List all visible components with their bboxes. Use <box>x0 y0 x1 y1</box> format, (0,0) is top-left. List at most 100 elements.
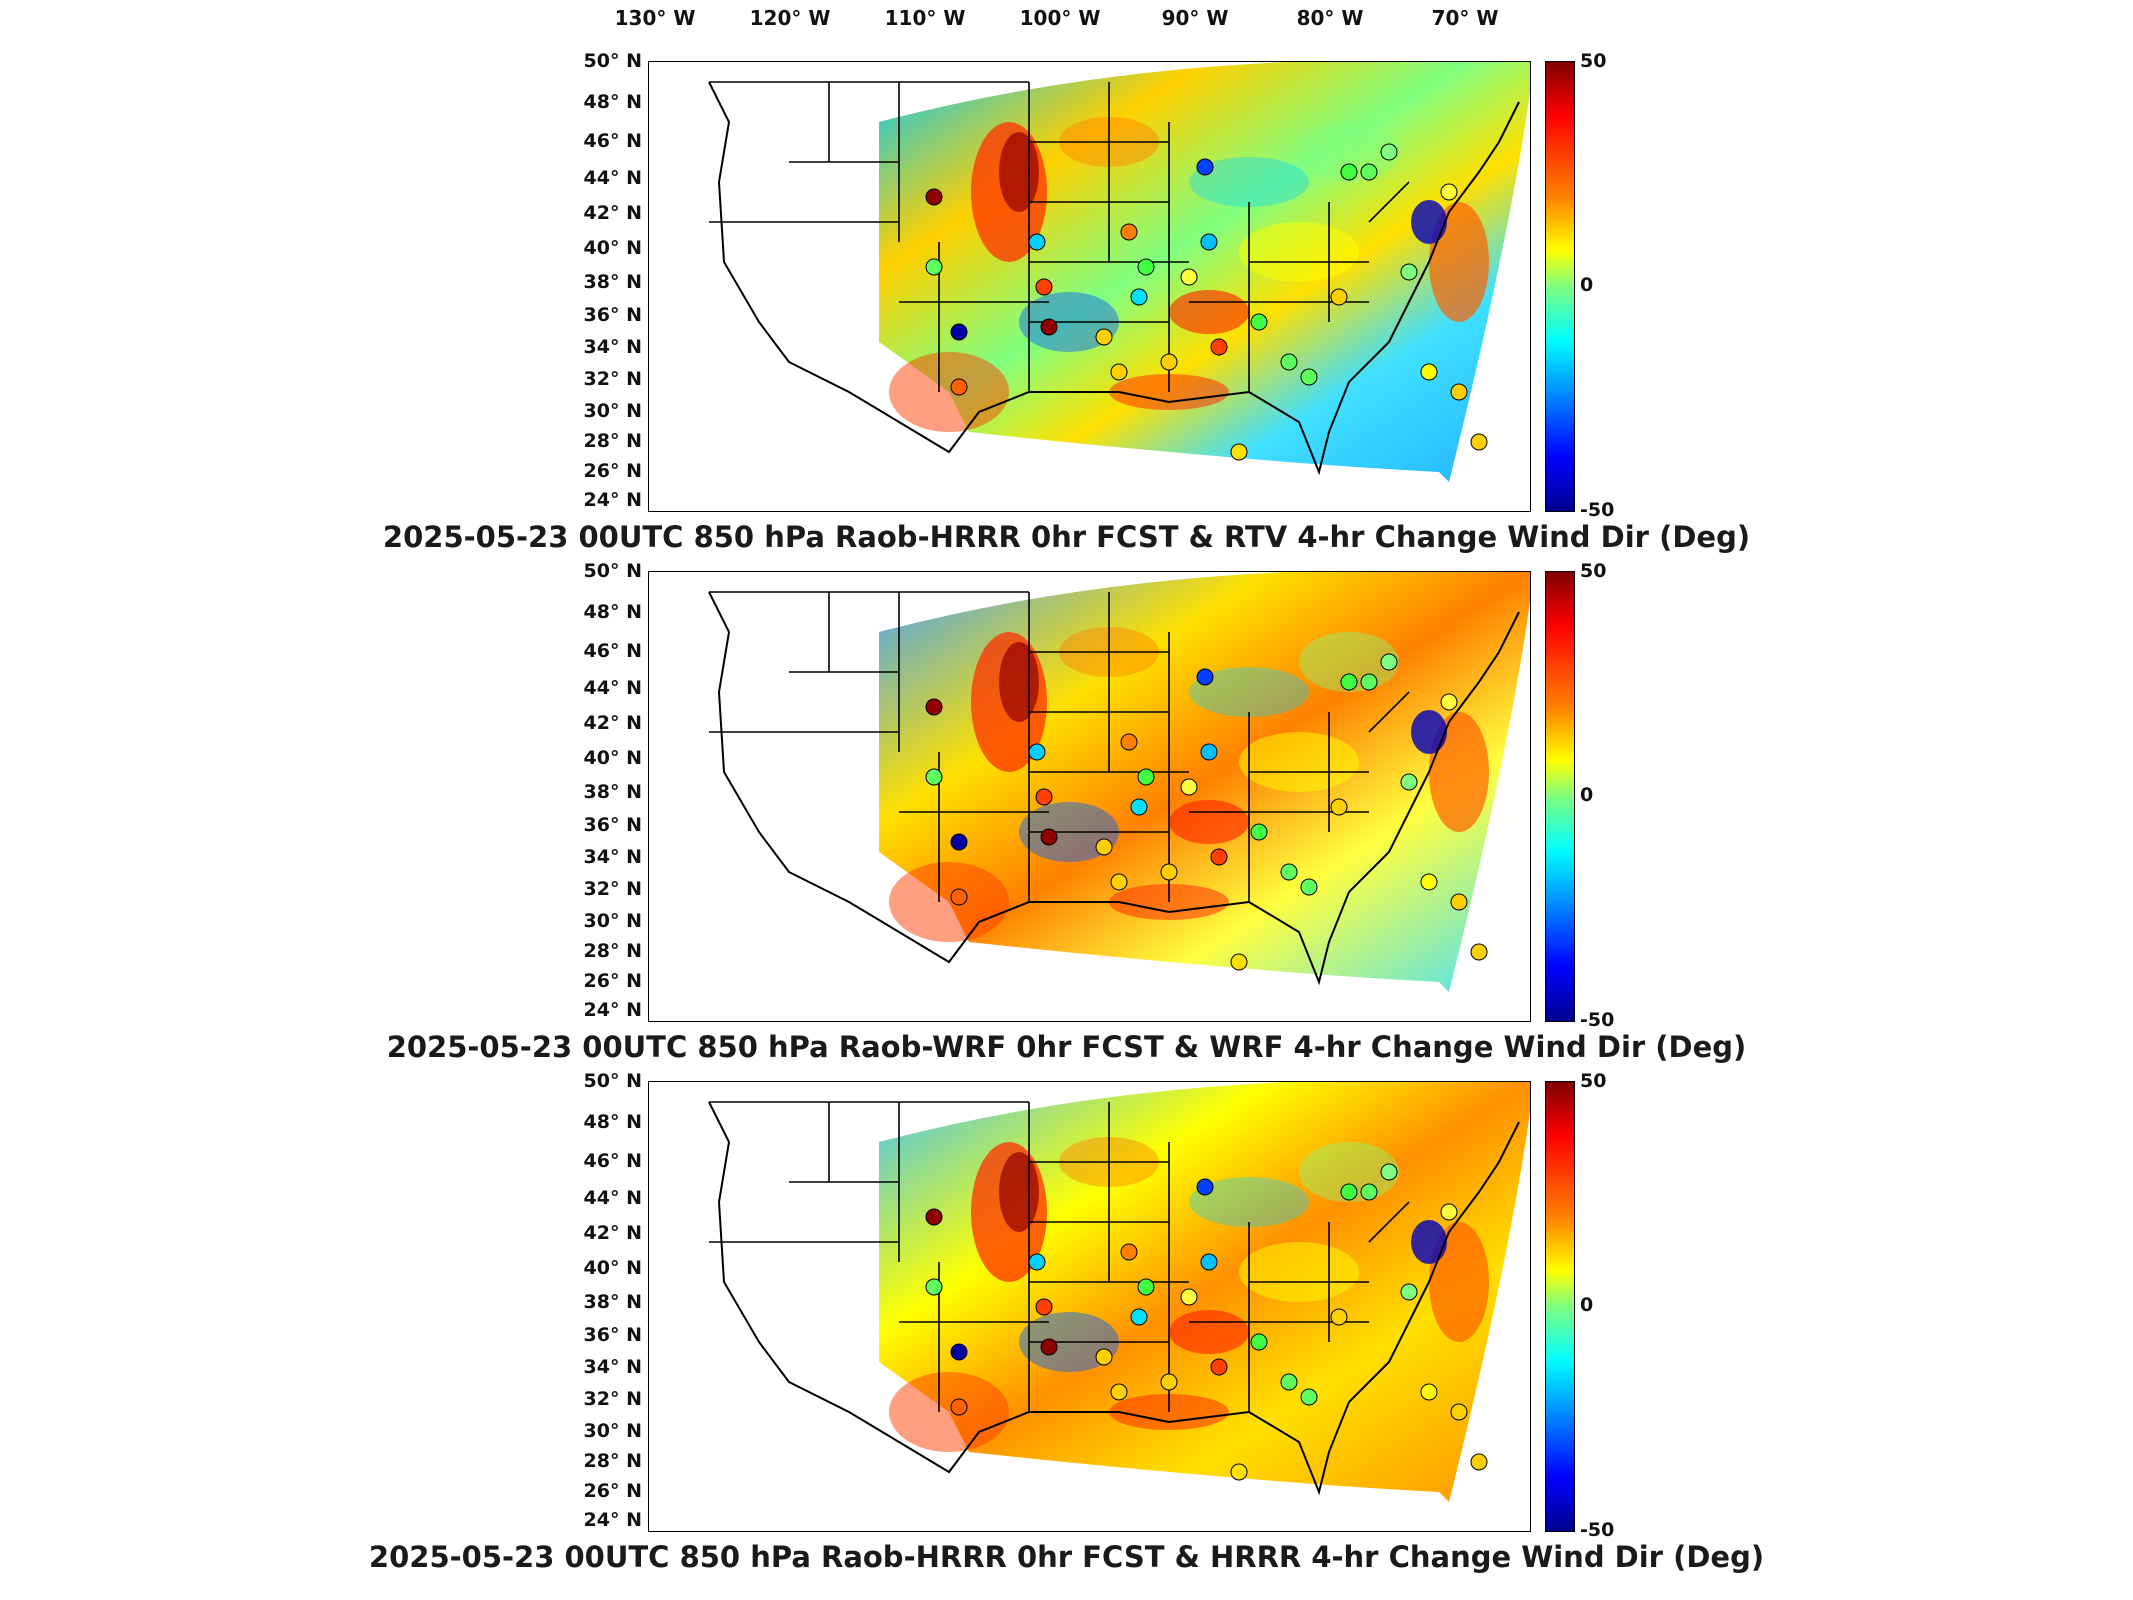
raob-station-marker <box>1110 873 1128 891</box>
raob-station-marker <box>1250 823 1268 841</box>
raob-station-marker <box>1200 1253 1218 1271</box>
field-feature <box>889 352 1009 432</box>
raob-station-marker <box>1035 788 1053 806</box>
raob-station-marker <box>1330 798 1348 816</box>
lat-label: 40° N <box>583 747 642 769</box>
map-frame <box>648 1081 1531 1532</box>
lat-label: 42° N <box>583 712 642 734</box>
lat-label: 28° N <box>583 940 642 962</box>
raob-station-marker <box>1160 1373 1178 1391</box>
field-feature <box>1411 1220 1447 1264</box>
coastline <box>708 81 1520 476</box>
lat-label: 36° N <box>583 1324 642 1346</box>
lat-label: 24° N <box>583 999 642 1021</box>
lat-label: 50° N <box>583 50 642 72</box>
colorbar <box>1545 1081 1575 1532</box>
lon-label: 100° W <box>1019 6 1101 30</box>
raob-station-marker <box>1028 743 1046 761</box>
raob-station-marker <box>1160 863 1178 881</box>
lat-label: 26° N <box>583 1480 642 1502</box>
map-frame <box>648 571 1531 1022</box>
raob-station-marker <box>925 188 943 206</box>
field-feature <box>999 132 1039 212</box>
raob-station-marker <box>950 1398 968 1416</box>
lat-label: 38° N <box>583 781 642 803</box>
lat-label: 44° N <box>583 167 642 189</box>
raob-station-marker <box>1230 1463 1248 1481</box>
raob-station-marker <box>1330 1308 1348 1326</box>
raob-station-marker <box>1450 1403 1468 1421</box>
raob-station-marker <box>1470 1453 1488 1471</box>
raob-station-marker <box>1420 873 1438 891</box>
raob-station-marker <box>1200 743 1218 761</box>
raob-station-marker <box>1400 773 1418 791</box>
raob-station-marker <box>1360 1183 1378 1201</box>
raob-station-marker <box>1300 1388 1318 1406</box>
raob-station-marker <box>950 833 968 851</box>
lon-label: 70° W <box>1431 6 1499 30</box>
field-feature <box>1169 290 1249 334</box>
lat-label: 50° N <box>583 560 642 582</box>
raob-station-marker <box>925 768 943 786</box>
raob-station-marker <box>1110 1383 1128 1401</box>
field-feature <box>1239 732 1359 792</box>
lat-label: 40° N <box>583 1257 642 1279</box>
field-feature <box>1169 800 1249 844</box>
lat-label: 36° N <box>583 304 642 326</box>
colorbar <box>1545 61 1575 512</box>
raob-station-marker <box>925 1278 943 1296</box>
raob-station-marker <box>1230 443 1248 461</box>
raob-station-marker <box>1196 668 1214 686</box>
raob-station-marker <box>1300 878 1318 896</box>
raob-station-marker <box>1028 1253 1046 1271</box>
raob-station-marker <box>1120 733 1138 751</box>
raob-station-marker <box>1028 233 1046 251</box>
raob-station-marker <box>1280 1373 1298 1391</box>
raob-station-marker <box>1130 1308 1148 1326</box>
state-borders <box>709 81 1410 392</box>
lat-label: 42° N <box>583 1222 642 1244</box>
raob-station-marker <box>1250 313 1268 331</box>
lat-label: 48° N <box>583 601 642 623</box>
raob-station-marker <box>925 1208 943 1226</box>
colorbar-mid-label: 0 <box>1580 784 1594 806</box>
raob-station-marker <box>1130 288 1148 306</box>
raob-station-marker <box>1450 383 1468 401</box>
lat-label: 32° N <box>583 368 642 390</box>
raob-station-marker <box>1137 1278 1155 1296</box>
lon-label: 120° W <box>749 6 831 30</box>
lat-label: 44° N <box>583 1187 642 1209</box>
field-feature <box>889 862 1009 942</box>
raob-station-marker <box>1180 778 1198 796</box>
raob-station-marker <box>1095 838 1113 856</box>
colorbar-min-label: -50 <box>1580 1009 1615 1031</box>
raob-station-marker <box>1470 943 1488 961</box>
raob-station-marker <box>925 698 943 716</box>
raob-station-marker <box>1450 893 1468 911</box>
colorbar-max-label: 50 <box>1580 560 1607 582</box>
raob-station-marker <box>1035 278 1053 296</box>
raob-station-marker <box>1340 1183 1358 1201</box>
lat-label: 34° N <box>583 1356 642 1378</box>
lat-label: 32° N <box>583 1388 642 1410</box>
raob-station-marker <box>1210 1358 1228 1376</box>
raob-station-marker <box>1380 653 1398 671</box>
lat-label: 28° N <box>583 430 642 452</box>
lat-label: 30° N <box>583 400 642 422</box>
raob-station-marker <box>1200 233 1218 251</box>
colorbar-mid-label: 0 <box>1580 1294 1594 1316</box>
raob-station-marker <box>1040 828 1058 846</box>
raob-station-marker <box>1160 353 1178 371</box>
raob-station-marker <box>1210 848 1228 866</box>
raob-station-marker <box>1196 1178 1214 1196</box>
state-borders <box>709 1101 1410 1412</box>
wind-direction-map <box>708 1082 1530 1502</box>
colorbar-min-label: -50 <box>1580 1519 1615 1541</box>
lat-label: 48° N <box>583 1111 642 1133</box>
raob-station-marker <box>1280 863 1298 881</box>
wind-direction-map <box>708 62 1530 482</box>
colorbar-mid-label: 0 <box>1580 274 1594 296</box>
raob-station-marker <box>1137 768 1155 786</box>
field-feature <box>1189 157 1309 207</box>
lon-label: 110° W <box>884 6 966 30</box>
